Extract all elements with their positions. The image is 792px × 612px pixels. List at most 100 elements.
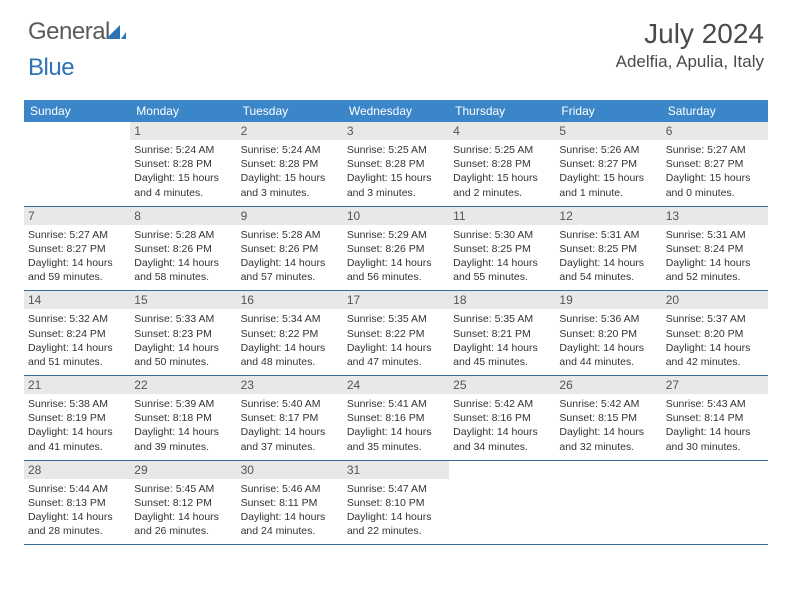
sunrise-text: Sunrise: 5:29 AM [347, 228, 445, 242]
day-number: 19 [555, 291, 661, 309]
day-number: 5 [555, 122, 661, 140]
sunset-text: Sunset: 8:15 PM [559, 411, 657, 425]
day-info: Sunrise: 5:38 AMSunset: 8:19 PMDaylight:… [28, 397, 126, 454]
day-info: Sunrise: 5:35 AMSunset: 8:22 PMDaylight:… [347, 312, 445, 369]
day-info: Sunrise: 5:36 AMSunset: 8:20 PMDaylight:… [559, 312, 657, 369]
day-cell: 4Sunrise: 5:25 AMSunset: 8:28 PMDaylight… [449, 122, 555, 206]
sunset-text: Sunset: 8:10 PM [347, 496, 445, 510]
day-number: 27 [662, 376, 768, 394]
day-info: Sunrise: 5:40 AMSunset: 8:17 PMDaylight:… [241, 397, 339, 454]
day-info: Sunrise: 5:29 AMSunset: 8:26 PMDaylight:… [347, 228, 445, 285]
day-number: 7 [24, 207, 130, 225]
day-cell: 26Sunrise: 5:42 AMSunset: 8:15 PMDayligh… [555, 376, 661, 460]
sunrise-text: Sunrise: 5:28 AM [134, 228, 232, 242]
location-text: Adelfia, Apulia, Italy [616, 52, 764, 72]
sunset-text: Sunset: 8:27 PM [666, 157, 764, 171]
day-cell: 12Sunrise: 5:31 AMSunset: 8:25 PMDayligh… [555, 207, 661, 291]
daylight-text: Daylight: 14 hours and 55 minutes. [453, 256, 551, 284]
day-cell: . [449, 461, 555, 545]
sunset-text: Sunset: 8:14 PM [666, 411, 764, 425]
weekday-header: Wednesday [343, 100, 449, 122]
day-info: Sunrise: 5:25 AMSunset: 8:28 PMDaylight:… [347, 143, 445, 200]
daylight-text: Daylight: 14 hours and 57 minutes. [241, 256, 339, 284]
day-number: 31 [343, 461, 449, 479]
day-info: Sunrise: 5:24 AMSunset: 8:28 PMDaylight:… [241, 143, 339, 200]
weekday-header: Sunday [24, 100, 130, 122]
day-info: Sunrise: 5:44 AMSunset: 8:13 PMDaylight:… [28, 482, 126, 539]
daylight-text: Daylight: 14 hours and 34 minutes. [453, 425, 551, 453]
week-row: 7 Sunrise: 5:27 AMSunset: 8:27 PMDaylight… [24, 207, 768, 292]
sunrise-text: Sunrise: 5:32 AM [28, 312, 126, 326]
sunset-text: Sunset: 8:12 PM [134, 496, 232, 510]
sunset-text: Sunset: 8:26 PM [241, 242, 339, 256]
weekday-header: Monday [130, 100, 236, 122]
sunset-text: Sunset: 8:25 PM [559, 242, 657, 256]
day-number: 25 [449, 376, 555, 394]
brand-text: GeneralBlue [28, 18, 126, 82]
day-info: Sunrise: 5:31 AMSunset: 8:24 PMDaylight:… [666, 228, 764, 285]
day-info: Sunrise: 5:28 AMSunset: 8:26 PMDaylight:… [241, 228, 339, 285]
sunset-text: Sunset: 8:24 PM [666, 242, 764, 256]
sunrise-text: Sunrise: 5:31 AM [666, 228, 764, 242]
day-info: Sunrise: 5:25 AMSunset: 8:28 PMDaylight:… [453, 143, 551, 200]
daylight-text: Daylight: 14 hours and 56 minutes. [347, 256, 445, 284]
sunrise-text: Sunrise: 5:42 AM [453, 397, 551, 411]
day-number: 13 [662, 207, 768, 225]
sunset-text: Sunset: 8:20 PM [559, 327, 657, 341]
weeks-container: .1Sunrise: 5:24 AMSunset: 8:28 PMDayligh… [24, 122, 768, 545]
day-number: 16 [237, 291, 343, 309]
sunrise-text: Sunrise: 5:30 AM [453, 228, 551, 242]
sunrise-text: Sunrise: 5:35 AM [347, 312, 445, 326]
sunrise-text: Sunrise: 5:34 AM [241, 312, 339, 326]
day-cell: 28Sunrise: 5:44 AMSunset: 8:13 PMDayligh… [24, 461, 130, 545]
day-number: 1 [130, 122, 236, 140]
daylight-text: Daylight: 15 hours and 0 minutes. [666, 171, 764, 199]
sunset-text: Sunset: 8:28 PM [347, 157, 445, 171]
day-number: 15 [130, 291, 236, 309]
day-cell: . [555, 461, 661, 545]
daylight-text: Daylight: 14 hours and 52 minutes. [666, 256, 764, 284]
sunset-text: Sunset: 8:28 PM [453, 157, 551, 171]
weekday-header: Saturday [662, 100, 768, 122]
sunset-text: Sunset: 8:25 PM [453, 242, 551, 256]
sunrise-text: Sunrise: 5:33 AM [134, 312, 232, 326]
sunset-text: Sunset: 8:17 PM [241, 411, 339, 425]
day-cell: 10Sunrise: 5:29 AMSunset: 8:26 PMDayligh… [343, 207, 449, 291]
daylight-text: Daylight: 14 hours and 48 minutes. [241, 341, 339, 369]
brand-part1: General [28, 18, 110, 45]
day-cell: 3 Sunrise: 5:25 AMSunset: 8:28 PMDaylight… [343, 122, 449, 206]
sunrise-text: Sunrise: 5:25 AM [453, 143, 551, 157]
sunset-text: Sunset: 8:13 PM [28, 496, 126, 510]
daylight-text: Daylight: 14 hours and 54 minutes. [559, 256, 657, 284]
day-info: Sunrise: 5:31 AMSunset: 8:25 PMDaylight:… [559, 228, 657, 285]
day-cell: 5Sunrise: 5:26 AMSunset: 8:27 PMDaylight… [555, 122, 661, 206]
day-cell: 22Sunrise: 5:39 AMSunset: 8:18 PMDayligh… [130, 376, 236, 460]
sunrise-text: Sunrise: 5:35 AM [453, 312, 551, 326]
day-number: 29 [130, 461, 236, 479]
day-cell: 18Sunrise: 5:35 AMSunset: 8:21 PMDayligh… [449, 291, 555, 375]
day-info: Sunrise: 5:33 AMSunset: 8:23 PMDaylight:… [134, 312, 232, 369]
day-number: 9 [237, 207, 343, 225]
daylight-text: Daylight: 14 hours and 35 minutes. [347, 425, 445, 453]
brand-sail-icon [106, 18, 126, 46]
day-cell: 7 Sunrise: 5:27 AMSunset: 8:27 PMDaylight… [24, 207, 130, 291]
day-cell: 31Sunrise: 5:47 AMSunset: 8:10 PMDayligh… [343, 461, 449, 545]
daylight-text: Daylight: 14 hours and 47 minutes. [347, 341, 445, 369]
sunrise-text: Sunrise: 5:27 AM [28, 228, 126, 242]
daylight-text: Daylight: 14 hours and 44 minutes. [559, 341, 657, 369]
sunset-text: Sunset: 8:27 PM [559, 157, 657, 171]
sunset-text: Sunset: 8:22 PM [241, 327, 339, 341]
day-info: Sunrise: 5:27 AMSunset: 8:27 PMDaylight:… [28, 228, 126, 285]
day-cell: 25Sunrise: 5:42 AMSunset: 8:16 PMDayligh… [449, 376, 555, 460]
sunrise-text: Sunrise: 5:44 AM [28, 482, 126, 496]
day-cell: 14Sunrise: 5:32 AMSunset: 8:24 PMDayligh… [24, 291, 130, 375]
daylight-text: Daylight: 14 hours and 39 minutes. [134, 425, 232, 453]
sunrise-text: Sunrise: 5:24 AM [134, 143, 232, 157]
sunrise-text: Sunrise: 5:27 AM [666, 143, 764, 157]
sunset-text: Sunset: 8:18 PM [134, 411, 232, 425]
sunrise-text: Sunrise: 5:38 AM [28, 397, 126, 411]
day-cell: 13 Sunrise: 5:31 AMSunset: 8:24 PMDayligh… [662, 207, 768, 291]
day-number: 3 [343, 122, 449, 140]
day-info: Sunrise: 5:42 AMSunset: 8:15 PMDaylight:… [559, 397, 657, 454]
sunset-text: Sunset: 8:26 PM [134, 242, 232, 256]
